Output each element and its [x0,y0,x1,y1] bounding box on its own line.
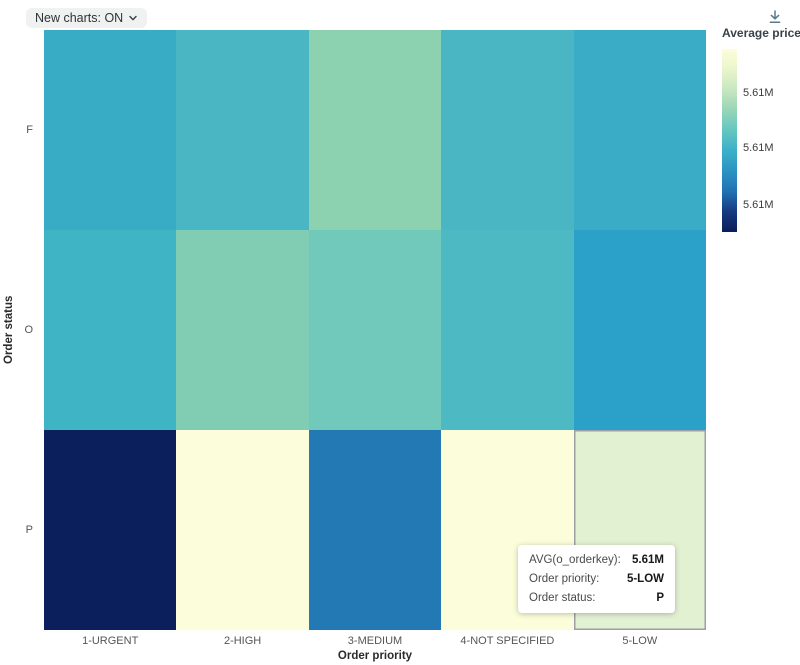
heatmap-cell-O-2-HIGH[interactable] [176,230,309,430]
tooltip-row: Order priority: 5-LOW [529,573,664,585]
tooltip: AVG(o_orderkey): 5.61M Order priority: 5… [518,545,675,613]
heatmap-cell-P-3-MEDIUM[interactable] [308,430,442,630]
x-tick-label: 1-URGENT [82,635,139,647]
heatmap-cell-F-5-LOW[interactable] [573,30,706,230]
heatmap-cell-P-1-URGENT[interactable] [44,430,177,630]
x-tick-label: 5-LOW [622,635,658,647]
heatmap-cell-O-1-URGENT[interactable] [44,230,177,430]
tooltip-row: Order status: P [529,592,664,604]
legend-tick: 5.61M [743,198,774,211]
tooltip-priority-value: 5-LOW [626,573,664,585]
tooltip-metric-label: AVG(o_orderkey): [529,554,621,566]
heatmap-grid [44,30,706,630]
tooltip-row: AVG(o_orderkey): 5.61M [529,554,664,566]
heatmap-cell-F-3-MEDIUM[interactable] [308,30,442,230]
y-tick-label: F [26,124,33,136]
heatmap-cell-O-3-MEDIUM[interactable] [308,230,442,430]
heatmap-cell-F-4-NOT SPECIFIED[interactable] [441,30,574,230]
heatmap-cell-P-2-HIGH[interactable] [176,430,309,630]
legend-tick: 5.61M [743,86,774,99]
heatmap-cell-F-2-HIGH[interactable] [176,30,309,230]
heatmap-cell-O-4-NOT SPECIFIED[interactable] [441,230,574,430]
heatmap-cell-O-5-LOW[interactable] [573,230,706,430]
new-charts-label: New charts: ON [35,11,124,25]
download-button[interactable] [764,6,786,28]
legend-tick: 5.61M [743,141,774,154]
chevron-down-icon [128,13,138,23]
x-axis-labels: 1-URGENT 2-HIGH 3-MEDIUM 4-NOT SPECIFIED 5-L… [44,635,706,647]
tooltip-metric-value: 5.61M [632,554,664,566]
x-tick-label: 3-MEDIUM [347,635,403,647]
y-axis-labels: F O P [0,30,40,630]
x-axis-title: Order priority [337,650,413,662]
y-tick-label: O [24,324,33,336]
new-charts-toggle[interactable]: New charts: ON [26,8,148,28]
legend-bar-wrap: 5.61M 5.61M 5.61M [722,49,774,232]
tooltip-status-value: P [656,592,664,604]
y-tick-label: P [25,524,33,536]
legend: Average price 5.61M 5.61M 5.61M [722,26,800,232]
tooltip-status-label: Order status: [529,592,596,604]
download-icon [766,8,784,26]
tooltip-priority-label: Order priority: [529,573,600,585]
x-tick-label: 2-HIGH [223,635,262,647]
x-tick-label: 4-NOT SPECIFIED [460,635,555,647]
legend-title: Average price [722,26,800,40]
legend-gradient-bar [722,49,737,232]
heatmap-cell-F-1-URGENT[interactable] [44,30,177,230]
